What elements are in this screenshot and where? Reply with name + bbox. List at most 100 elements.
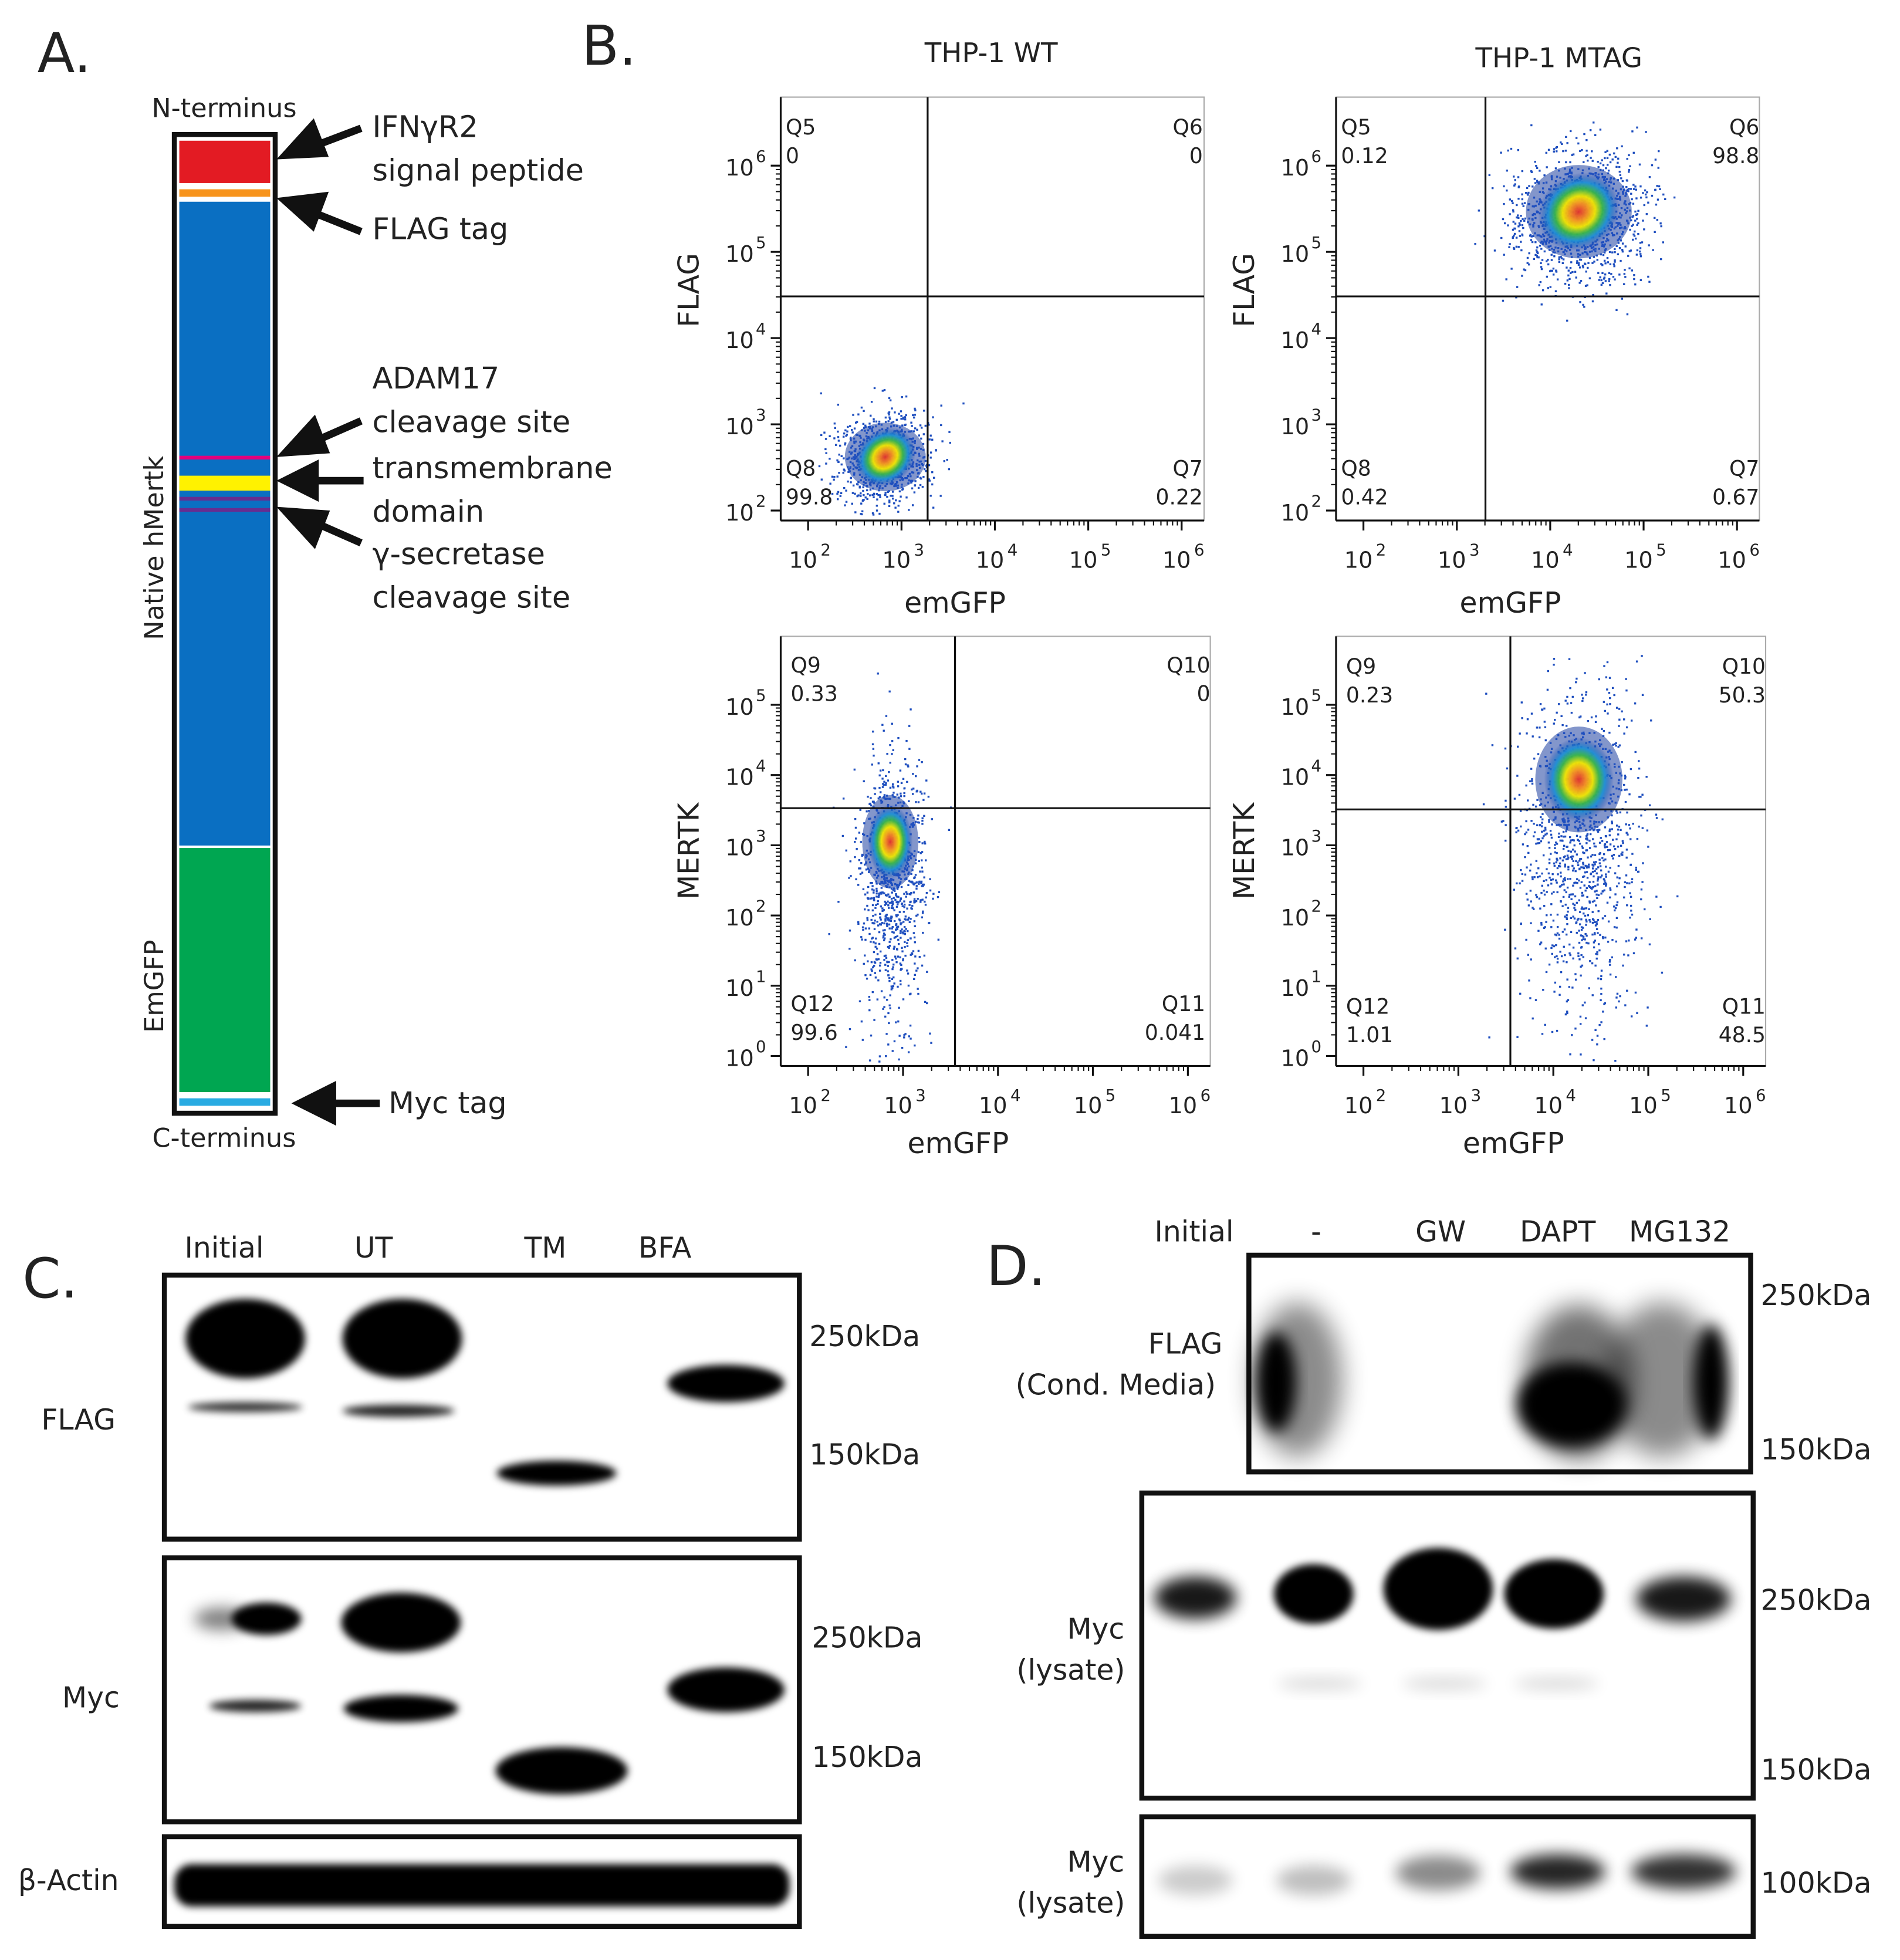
event-dot	[880, 424, 883, 426]
event-dot	[1538, 897, 1541, 900]
event-dot	[1611, 822, 1614, 824]
event-dot	[892, 878, 895, 881]
event-dot	[904, 918, 906, 921]
event-dot	[1640, 888, 1643, 891]
event-dot	[902, 958, 904, 961]
event-dot	[1524, 269, 1527, 272]
event-dot	[883, 937, 886, 940]
event-dot	[1580, 928, 1583, 931]
event-dot	[865, 435, 868, 438]
event-dot	[1577, 262, 1580, 265]
event-dot	[1594, 863, 1596, 866]
event-dot	[1591, 962, 1594, 965]
event-dot	[868, 932, 871, 935]
event-dot	[1509, 213, 1511, 215]
event-dot	[857, 481, 860, 484]
native-hmertk-segment	[179, 201, 271, 846]
event-dot	[1543, 721, 1546, 723]
event-dot	[898, 413, 900, 415]
event-dot	[1556, 843, 1558, 845]
event-dot	[1560, 257, 1563, 259]
event-dot	[900, 415, 902, 417]
event-dot	[1527, 263, 1530, 266]
event-dot	[921, 792, 923, 795]
x-tick-exp: 2	[1376, 1086, 1387, 1105]
event-dot	[1628, 882, 1631, 885]
event-dot	[1578, 821, 1581, 823]
event-dot	[1566, 279, 1569, 282]
event-dot	[1609, 703, 1611, 705]
event-dot	[1553, 891, 1555, 893]
event-dot	[1564, 150, 1567, 152]
band	[667, 1667, 785, 1712]
event-dot	[1620, 227, 1623, 229]
event-dot	[1549, 830, 1552, 832]
event-dot	[1624, 245, 1627, 248]
event-dot	[1626, 207, 1629, 209]
event-dot	[911, 952, 913, 955]
event-dot	[905, 895, 907, 898]
event-dot	[861, 938, 863, 941]
event-dot	[1600, 969, 1603, 972]
event-dot	[1580, 1053, 1582, 1056]
event-dot	[1594, 845, 1597, 848]
event-dot	[866, 432, 868, 434]
event-dot	[1550, 751, 1553, 753]
event-dot	[1615, 787, 1618, 790]
event-dot	[1550, 259, 1553, 261]
event-dot	[1635, 937, 1638, 939]
event-dot	[1574, 973, 1577, 975]
event-dot	[1580, 965, 1582, 968]
event-dot	[894, 411, 896, 414]
event-dot	[1592, 880, 1595, 883]
event-dot	[863, 481, 865, 483]
event-dot	[1603, 853, 1605, 856]
event-dot	[1536, 872, 1538, 874]
band	[1395, 1855, 1481, 1891]
event-dot	[925, 779, 928, 782]
x-tick-exp: 5	[1661, 1086, 1671, 1105]
event-dot	[888, 416, 891, 418]
event-dot	[1591, 300, 1594, 303]
event-dot	[898, 877, 901, 879]
event-dot	[1561, 819, 1564, 822]
event-dot	[1548, 820, 1550, 823]
event-dot	[1565, 173, 1567, 175]
event-dot	[896, 935, 899, 938]
event-dot	[1656, 219, 1659, 221]
event-dot	[1516, 204, 1518, 207]
event-dot	[888, 397, 891, 400]
event-dot	[1603, 729, 1605, 732]
event-dot	[871, 426, 874, 428]
event-dot	[874, 793, 876, 795]
event-dot	[890, 495, 892, 497]
event-dot	[902, 778, 905, 780]
event-dot	[900, 410, 902, 413]
event-dot	[854, 817, 857, 820]
event-dot	[1536, 876, 1539, 878]
event-dot	[887, 900, 889, 903]
event-dot	[882, 783, 884, 785]
event-dot	[1570, 256, 1573, 258]
event-dot	[1631, 198, 1633, 201]
event-dot	[1635, 928, 1638, 931]
event-dot	[1509, 198, 1512, 201]
event-dot	[1636, 224, 1638, 226]
event-dot	[1600, 837, 1602, 839]
event-dot	[1595, 872, 1598, 875]
event-dot	[1596, 243, 1598, 246]
quadrant-name-ul: Q5	[1341, 115, 1371, 140]
event-dot	[1631, 216, 1634, 218]
event-dot	[907, 1051, 910, 1053]
event-dot	[904, 763, 907, 766]
event-dot	[1634, 210, 1637, 213]
event-dot	[1538, 736, 1541, 739]
event-dot	[1655, 895, 1658, 898]
event-dot	[893, 909, 895, 911]
event-dot	[1626, 180, 1628, 182]
event-dot	[917, 851, 920, 853]
event-dot	[874, 972, 877, 974]
event-dot	[1613, 234, 1615, 236]
event-dot	[878, 1060, 881, 1063]
event-dot	[1539, 201, 1541, 204]
